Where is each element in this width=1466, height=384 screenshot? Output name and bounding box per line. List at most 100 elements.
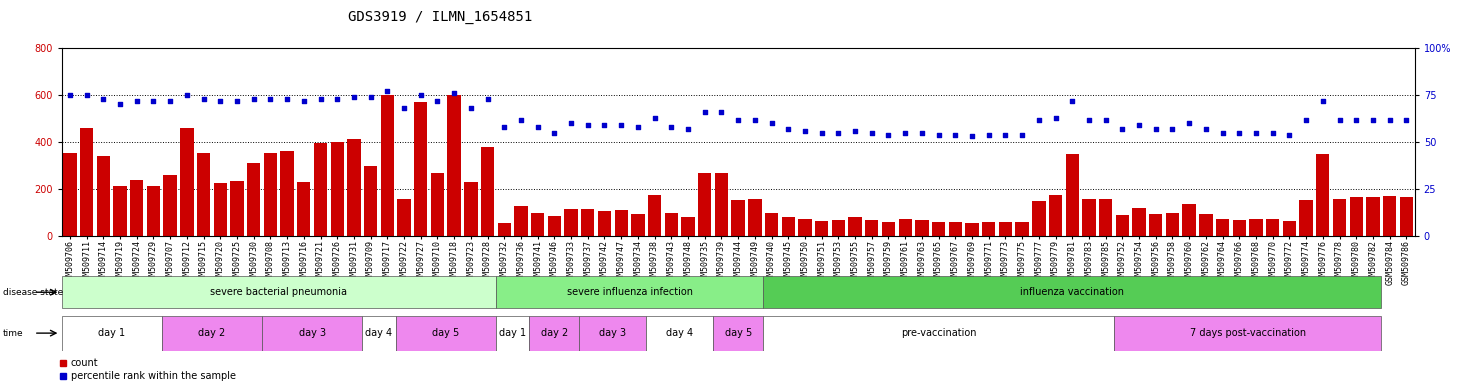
Text: day 4: day 4 <box>666 328 693 338</box>
Point <box>59 92 82 98</box>
Point <box>359 94 383 100</box>
Point <box>1378 116 1401 122</box>
Bar <box>1032 201 1045 236</box>
Text: day 2: day 2 <box>198 328 226 338</box>
Bar <box>481 147 494 236</box>
Bar <box>164 175 177 236</box>
Text: day 3: day 3 <box>600 328 626 338</box>
Point <box>476 96 500 102</box>
Bar <box>614 210 627 236</box>
Bar <box>497 223 512 236</box>
Bar <box>712 316 764 351</box>
Bar <box>998 222 1012 236</box>
Bar <box>1149 214 1163 236</box>
Bar <box>1267 218 1280 236</box>
Bar <box>531 213 544 236</box>
Bar <box>1333 199 1346 236</box>
Bar <box>1165 213 1179 236</box>
Bar <box>413 102 428 236</box>
Text: day 1: day 1 <box>98 328 125 338</box>
Point <box>743 116 767 122</box>
Point <box>125 98 148 104</box>
Bar <box>932 222 946 236</box>
Point <box>425 98 449 104</box>
Point <box>994 131 1017 137</box>
Point <box>1328 116 1352 122</box>
Bar <box>147 185 160 236</box>
Bar <box>62 276 496 308</box>
Bar <box>81 128 94 236</box>
Bar <box>529 316 579 351</box>
Bar <box>1132 208 1146 236</box>
Point <box>342 94 365 100</box>
Bar <box>180 128 194 236</box>
Point <box>1278 131 1302 137</box>
Point <box>660 124 683 130</box>
Point <box>292 98 315 104</box>
Bar <box>1350 197 1363 236</box>
Point <box>976 131 1000 137</box>
Bar <box>849 217 862 236</box>
Point <box>1127 122 1151 128</box>
Point <box>809 130 833 136</box>
Bar <box>362 316 396 351</box>
Point <box>158 98 182 104</box>
Point <box>443 90 466 96</box>
Point <box>1044 114 1067 121</box>
Bar <box>664 213 677 236</box>
Bar <box>1016 222 1029 236</box>
Point <box>893 130 916 136</box>
Bar <box>496 316 529 351</box>
Point <box>258 96 281 102</box>
Bar <box>915 220 928 236</box>
Point <box>1177 120 1201 126</box>
Point <box>174 92 198 98</box>
Point <box>1078 116 1101 122</box>
Text: influenza vaccination: influenza vaccination <box>1020 287 1124 297</box>
Bar <box>465 182 478 236</box>
Bar <box>982 222 995 236</box>
Bar <box>1400 197 1413 236</box>
Bar <box>748 199 761 236</box>
Bar <box>1183 204 1196 236</box>
Point <box>710 109 733 115</box>
Bar <box>831 220 844 236</box>
Point <box>1028 116 1051 122</box>
Bar <box>262 316 362 351</box>
Bar <box>949 222 962 236</box>
Point <box>777 126 800 132</box>
Point <box>576 122 600 128</box>
Point <box>1245 130 1268 136</box>
Point <box>861 130 884 136</box>
Text: day 4: day 4 <box>365 328 393 338</box>
Point <box>944 131 968 137</box>
Point <box>192 96 216 102</box>
Text: day 1: day 1 <box>498 328 526 338</box>
Bar <box>1299 200 1312 236</box>
Bar <box>647 316 712 351</box>
Bar <box>1215 218 1230 236</box>
Point <box>1362 116 1385 122</box>
Point <box>375 88 399 94</box>
Point <box>242 96 265 102</box>
Point <box>1261 130 1284 136</box>
Bar <box>381 95 394 236</box>
Bar <box>1382 196 1396 236</box>
Point <box>1010 131 1034 137</box>
Point <box>1394 116 1418 122</box>
Bar <box>1082 199 1095 236</box>
Bar <box>62 316 161 351</box>
Point <box>108 101 132 108</box>
Point <box>644 114 667 121</box>
Bar <box>764 316 1114 351</box>
Point <box>610 122 633 128</box>
Bar <box>1100 199 1113 236</box>
Text: disease state: disease state <box>3 288 63 297</box>
Point <box>1060 98 1083 104</box>
Point <box>793 128 817 134</box>
Point <box>1161 126 1185 132</box>
Point <box>1195 126 1218 132</box>
Point <box>960 133 984 139</box>
Bar <box>447 95 460 236</box>
Point <box>626 124 649 130</box>
